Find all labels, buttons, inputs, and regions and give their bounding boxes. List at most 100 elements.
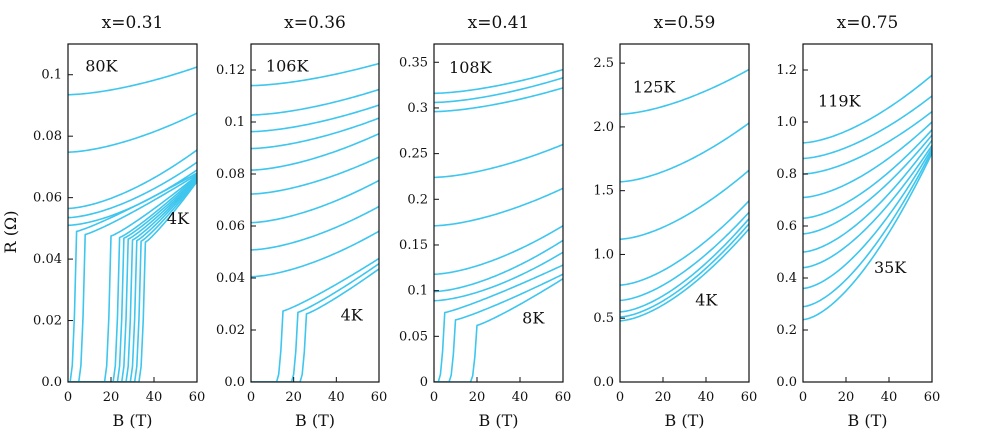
panel-4: 0.0 0.5 1.0 1.5 2.0 2.5 0 20 40 60 x=0.59 B (T) 125K… xyxy=(593,13,757,430)
series-line-c10 xyxy=(68,177,197,382)
y-tick-label: 1.0 xyxy=(776,115,797,130)
y-tick-label: 1.0 xyxy=(593,247,614,262)
annotation-label: 35K xyxy=(874,258,907,277)
series-line-8K xyxy=(434,278,563,382)
annotation-label: 106K xyxy=(266,56,310,75)
series-line-c5 xyxy=(620,211,749,302)
x-tick-label: 60 xyxy=(189,390,206,405)
series-line-c7 xyxy=(620,223,749,318)
x-tick-label: 40 xyxy=(512,390,529,405)
panel-title: x=0.41 xyxy=(468,13,530,33)
x-tick-label: 60 xyxy=(741,390,758,405)
y-tick-label: 1.5 xyxy=(593,184,614,199)
annotation-label: 8K xyxy=(522,309,545,328)
x-tick-label: 40 xyxy=(146,390,163,405)
series-line-c9 xyxy=(803,147,932,290)
panel-title: x=0.75 xyxy=(837,13,899,33)
y-tick-label: 0.02 xyxy=(216,323,245,338)
y-tick-label: 0.1 xyxy=(224,115,245,130)
x-axis-label: B (T) xyxy=(295,411,335,430)
y-tick-label: 0.1 xyxy=(407,284,428,299)
series-line-c10 xyxy=(803,150,932,308)
panel-title: x=0.36 xyxy=(284,13,346,33)
annotation-label: 80K xyxy=(85,57,118,76)
annotation-label: 4K xyxy=(695,290,718,309)
annotation-label: 125K xyxy=(633,77,677,96)
x-tick-label: 60 xyxy=(924,390,941,405)
series-line-c4 xyxy=(251,117,379,150)
panel-5: 0.0 0.2 0.4 0.6 0.8 1.0 1.2 0 20 40 60 x=0.75 B (T) 1… xyxy=(776,13,940,430)
series-line-c7 xyxy=(251,179,379,224)
y-tick-label: 0.5 xyxy=(593,311,614,326)
y-tick-label: 0.0 xyxy=(224,375,245,390)
x-axis-label: B (T) xyxy=(479,411,519,430)
x-tick-label: 40 xyxy=(881,390,898,405)
x-axis-label: B (T) xyxy=(113,411,153,430)
y-tick-label: 2.5 xyxy=(593,56,614,71)
series-line-c9 xyxy=(68,175,197,382)
series-line-c4 xyxy=(803,121,932,199)
x-tick-label: 0 xyxy=(799,390,807,405)
panel-title: x=0.31 xyxy=(102,13,164,33)
x-tick-label: 0 xyxy=(430,390,438,405)
y-tick-label: 1.2 xyxy=(776,63,797,78)
panel-2: 0.0 0.02 0.04 0.06 0.08 0.1 0.12 0 20 40 60 x=0.36 B… xyxy=(216,13,387,430)
y-tick-label: 0.02 xyxy=(33,314,62,329)
series-line-c5 xyxy=(251,132,379,171)
series-line-c5 xyxy=(434,187,563,227)
y-axis-label: R (Ω) xyxy=(1,211,20,254)
y-tick-label: 0.15 xyxy=(399,238,428,253)
panel-title: x=0.59 xyxy=(654,13,716,33)
y-tick-label: 0.1 xyxy=(41,68,62,83)
y-tick-label: 0.0 xyxy=(41,375,62,390)
series-line-c3 xyxy=(620,169,749,240)
y-tick-label: 0.2 xyxy=(407,192,428,207)
series-line-106K xyxy=(251,62,379,87)
y-tick-label: 0.0 xyxy=(593,375,614,390)
series-line-c12 xyxy=(68,178,197,382)
series-line-4K xyxy=(251,268,379,382)
y-tick-label: 0.6 xyxy=(776,219,797,234)
y-tick-label: 0.8 xyxy=(776,167,797,182)
series-line-c11 xyxy=(68,178,197,382)
y-tick-label: 0.12 xyxy=(216,63,245,78)
panel-frame xyxy=(250,43,380,383)
series-line-c6 xyxy=(434,225,563,276)
y-tick-label: 0.04 xyxy=(33,252,62,267)
series-line-c2 xyxy=(620,122,749,183)
series-line-c7 xyxy=(434,239,563,293)
y-tick-label: 0 xyxy=(420,375,428,390)
curves-group xyxy=(434,68,563,382)
x-tick-label: 0 xyxy=(64,390,72,405)
series-line-c8 xyxy=(803,144,932,269)
series-line-c3 xyxy=(434,87,563,113)
x-axis-label: B (T) xyxy=(848,411,888,430)
series-line-c4 xyxy=(68,161,197,219)
x-tick-label: 20 xyxy=(103,390,120,405)
series-line-4K xyxy=(620,228,749,322)
panel-1: 0.0 0.02 0.04 0.06 0.08 0.1 0 20 40 60 x=0.31 B (T)… xyxy=(33,13,205,430)
series-line-c6 xyxy=(68,172,197,382)
y-tick-label: 0.25 xyxy=(399,147,428,162)
y-tick-label: 0.08 xyxy=(33,129,62,144)
y-tick-label: 0.08 xyxy=(216,167,245,182)
series-line-c2 xyxy=(251,88,379,116)
curves-group xyxy=(620,68,749,322)
series-line-c8 xyxy=(434,251,563,302)
x-tick-label: 40 xyxy=(328,390,345,405)
series-line-c8 xyxy=(68,174,197,382)
panel-frame xyxy=(67,43,198,383)
curves-group xyxy=(68,66,197,382)
series-line-c6 xyxy=(620,218,749,313)
x-tick-label: 0 xyxy=(616,390,624,405)
series-line-c3 xyxy=(251,104,379,133)
series-line-c6 xyxy=(251,156,379,195)
x-axis-label: B (T) xyxy=(665,411,705,430)
x-tick-label: 20 xyxy=(469,390,486,405)
series-line-c14 xyxy=(68,180,197,382)
series-line-c3 xyxy=(68,149,197,210)
panel-frame xyxy=(619,43,750,383)
y-tick-label: 0.35 xyxy=(399,55,428,70)
annotation-label: 4K xyxy=(167,209,190,228)
series-line-c6 xyxy=(803,134,932,235)
